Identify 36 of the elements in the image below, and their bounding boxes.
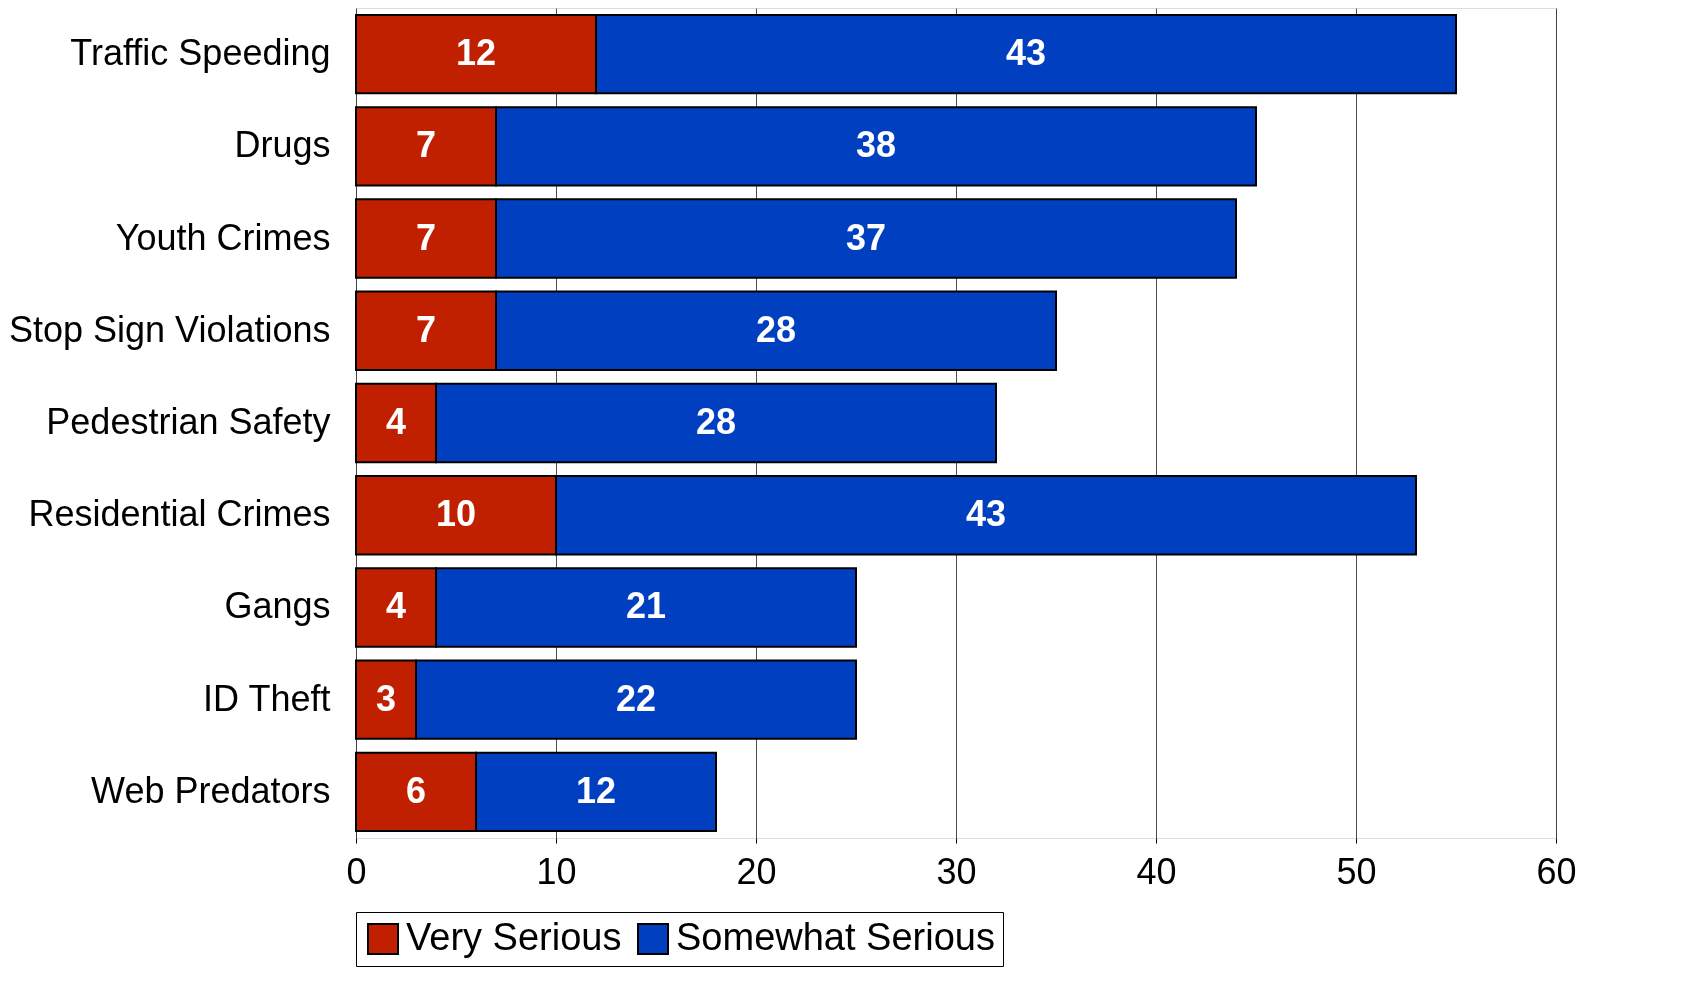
data-label: 28 (695, 401, 737, 442)
data-label: 4 (385, 585, 407, 627)
data-label: 22 (615, 677, 657, 719)
data-label: 3 (375, 677, 397, 719)
x-tick-label: 0 (346, 850, 367, 892)
x-tick-label: 20 (736, 850, 777, 892)
x-tick-label: 40 (1136, 850, 1177, 892)
data-label: 6 (405, 769, 427, 811)
data-label: 43 (1005, 32, 1047, 74)
data-label: 38 (855, 124, 897, 166)
x-tick-label: 60 (1536, 850, 1577, 892)
data-label: 10 (435, 493, 477, 535)
y-tick-label: Gangs (224, 585, 331, 627)
data-label: 7 (415, 124, 437, 166)
y-tick-label: Stop Sign Violations (8, 308, 331, 350)
data-label: 4 (385, 401, 407, 442)
x-tick-label: 30 (936, 850, 977, 892)
data-label: 28 (755, 308, 797, 350)
x-tick-label: 10 (536, 850, 577, 892)
data-label: 21 (625, 585, 667, 627)
y-tick-label: Youth Crimes (115, 216, 331, 258)
y-tick-label: Web Predators (91, 769, 331, 811)
data-label: 7 (415, 308, 437, 350)
y-tick-label: Traffic Speeding (70, 32, 331, 74)
x-tick-label: 50 (1336, 850, 1377, 892)
legend-label: Somewhat Serious (676, 916, 995, 958)
y-tick-label: Pedestrian Safety (46, 401, 331, 442)
y-tick-label: Drugs (234, 124, 331, 166)
y-tick-label: Residential Crimes (28, 493, 331, 535)
y-tick-label: ID Theft (203, 677, 331, 719)
data-label: 43 (965, 493, 1007, 535)
data-label: 12 (575, 769, 617, 811)
legend-label: Very Serious (406, 916, 622, 958)
data-label: 37 (845, 216, 887, 258)
data-label: 7 (415, 216, 437, 258)
data-label: 12 (455, 32, 497, 74)
